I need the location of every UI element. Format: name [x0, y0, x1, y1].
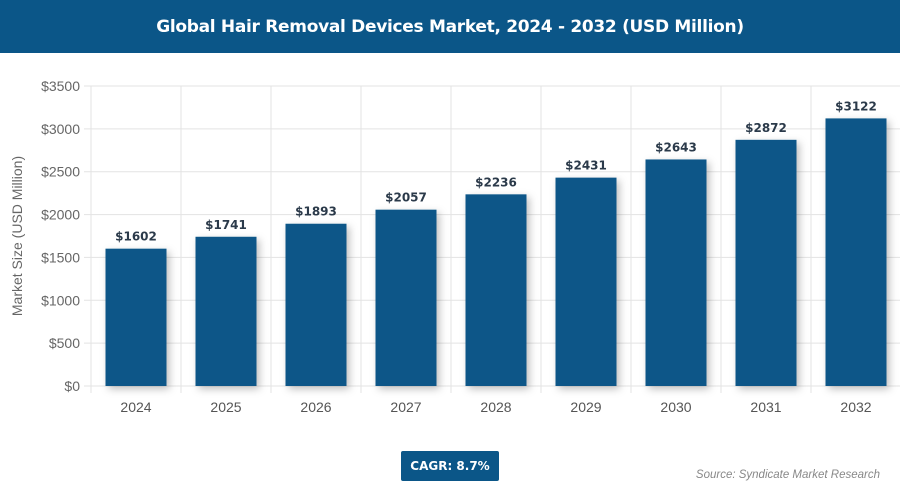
y-axis-label: Market Size (USD Million): [9, 156, 25, 316]
bar: [825, 118, 887, 387]
x-tick-label: 2028: [480, 399, 511, 415]
bar: [285, 223, 347, 386]
bar: [465, 194, 527, 386]
bar: [555, 177, 617, 386]
data-label: $2057: [385, 191, 427, 205]
bar: [195, 236, 257, 386]
bar: [375, 209, 437, 386]
x-tick-label: 2027: [390, 399, 421, 415]
data-label: $2431: [565, 159, 607, 173]
y-tick-label: $500: [49, 335, 80, 351]
y-tick-label: $0: [64, 378, 80, 394]
chart-title: Global Hair Removal Devices Market, 2024…: [0, 0, 900, 53]
y-tick-label: $1500: [41, 249, 80, 265]
bar: [645, 159, 707, 386]
x-tick-label: 2024: [120, 399, 151, 415]
bar-chart: $0 $500 $1000 $1500 $2000 $2500 $3000 $3500 $16…: [9, 78, 900, 415]
x-tick-label: 2025: [210, 399, 241, 415]
source-note: Source: Syndicate Market Research: [695, 469, 880, 481]
bar: [105, 248, 167, 386]
x-tick-label: 2029: [570, 399, 601, 415]
cagr-badge: CAGR: 8.7%: [401, 451, 499, 481]
data-label: $1741: [205, 218, 247, 232]
data-label: $1893: [295, 205, 337, 219]
x-tick-label: 2030: [660, 399, 691, 415]
data-label: $3122: [835, 99, 877, 113]
x-tick-label: 2031: [750, 399, 781, 415]
y-tick-label: $3500: [41, 78, 80, 94]
y-tick-label: $3000: [41, 121, 80, 137]
data-label: $2236: [475, 175, 517, 189]
y-tick-label: $2500: [41, 164, 80, 180]
y-tick-label: $2000: [41, 207, 80, 223]
x-tick-label: 2032: [840, 399, 871, 415]
data-label: $2872: [745, 121, 787, 135]
x-tick-label: 2026: [300, 399, 331, 415]
bar: [735, 139, 797, 386]
data-label: $2643: [655, 140, 697, 154]
data-label: $1602: [115, 230, 157, 244]
y-tick-label: $1000: [41, 292, 80, 308]
